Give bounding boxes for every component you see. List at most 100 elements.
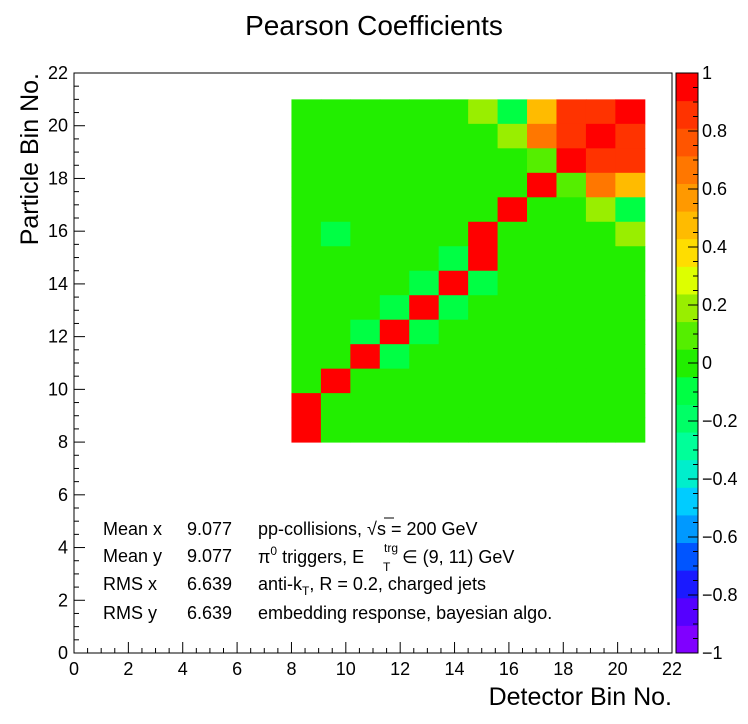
heatmap-cell	[438, 344, 469, 370]
x-tick-label: 20	[608, 659, 628, 679]
stat-value: 9.077	[187, 519, 232, 539]
heatmap-cell	[438, 270, 469, 296]
heatmap-cell	[438, 148, 469, 174]
y-axis: 0 2 4 6 8 10 12 14 16 18 20 22	[48, 63, 85, 663]
heatmap-cell	[379, 123, 410, 149]
color-scale-swatch	[676, 376, 698, 405]
heatmap-cell	[527, 393, 557, 419]
heatmap-cell	[497, 99, 528, 125]
heatmap-cell	[350, 417, 381, 443]
stat-label: RMS x	[103, 574, 157, 594]
annotation-line-embedding: embedding response, bayesian algo.	[258, 603, 552, 623]
heatmap-cell	[527, 123, 557, 149]
heatmap-cell	[438, 172, 469, 198]
z-tick-label: −0.2	[702, 411, 738, 431]
heatmap-cell	[556, 417, 587, 443]
heatmap-cell	[438, 99, 469, 125]
y-tick-label: 22	[48, 63, 68, 83]
annotation-t-subscript: T	[383, 560, 391, 574]
heatmap-cell	[615, 221, 646, 247]
stat-label: RMS y	[103, 603, 157, 623]
heatmap-cell	[527, 270, 557, 296]
heatmap-cell	[527, 197, 557, 223]
heatmap-cell	[585, 319, 616, 345]
heatmap-cell	[379, 148, 410, 174]
heatmap-cell	[527, 246, 557, 272]
color-scale-swatch	[676, 155, 698, 184]
color-scale-swatch	[676, 211, 698, 240]
heatmap-cell	[615, 148, 646, 174]
annotation-line-jets: anti-kT, R = 0.2, charged jets	[258, 574, 486, 598]
color-scale-axis: 1 0.8 0.6 0.4 0.2 0 −0.2 −0.4 −0.6 −0.8 −1	[688, 63, 738, 663]
y-tick-label: 8	[58, 432, 68, 452]
heatmap-cell	[379, 295, 410, 321]
heatmap-cell	[320, 246, 351, 272]
heatmap-cell	[291, 246, 322, 272]
heatmap-cell	[409, 270, 440, 296]
heatmap-cell	[497, 246, 528, 272]
heatmap-cell	[320, 148, 351, 174]
heatmap-cell	[615, 319, 646, 345]
heatmap-cell	[350, 197, 381, 223]
heatmap-cell	[350, 246, 381, 272]
heatmap-cell	[409, 99, 440, 125]
heatmap-cell	[438, 246, 469, 272]
heatmap-cell	[291, 123, 322, 149]
heatmap-cell	[320, 368, 351, 394]
heatmap-cell	[350, 344, 381, 370]
heatmap-cell	[409, 148, 440, 174]
y-tick-label: 10	[48, 379, 68, 399]
z-tick-label: 0.6	[702, 179, 727, 199]
heatmap-cell	[615, 295, 646, 321]
stat-label: Mean y	[103, 546, 162, 566]
heatmap-cell	[585, 270, 616, 296]
heatmap-cell	[350, 270, 381, 296]
heatmap-cell	[585, 123, 616, 149]
color-scale-swatch	[676, 266, 698, 295]
y-tick-label: 0	[58, 643, 68, 663]
heatmap-cell	[379, 393, 410, 419]
heatmap-cell	[527, 344, 557, 370]
heatmap-cell	[497, 295, 528, 321]
z-tick-label: 0.4	[702, 237, 727, 257]
color-scale-swatch	[676, 597, 698, 626]
heatmap-cell	[585, 344, 616, 370]
heatmap-cell	[527, 99, 557, 125]
heatmap-cell	[556, 319, 587, 345]
heatmap-cell	[350, 368, 381, 394]
color-scale-swatch	[676, 73, 698, 102]
heatmap-cell	[585, 197, 616, 223]
heatmap-cell	[615, 270, 646, 296]
heatmap-cell	[468, 99, 499, 125]
heatmap-cell	[438, 123, 469, 149]
heatmap-cell	[379, 344, 410, 370]
heatmap-cell	[497, 417, 528, 443]
heatmap-cell	[497, 221, 528, 247]
color-scale-swatch	[676, 404, 698, 433]
color-scale-swatch	[676, 514, 698, 544]
heatmap-cell	[379, 319, 410, 345]
heatmap-cell	[468, 148, 499, 174]
heatmap-cell	[379, 99, 410, 125]
heatmap-cell	[320, 319, 351, 345]
heatmap-cell	[585, 393, 616, 419]
heatmap-cell	[556, 368, 587, 394]
heatmap-cell	[497, 344, 528, 370]
x-tick-label: 22	[662, 659, 682, 679]
color-scale-swatch	[676, 349, 698, 378]
color-scale-swatch	[676, 128, 698, 157]
annotation-trg-superscript: trg	[384, 541, 398, 555]
heatmap-cell	[527, 221, 557, 247]
heatmap-cell	[527, 319, 557, 345]
heatmap-cell	[291, 270, 322, 296]
x-axis: 0 2 4 6 8 10 12 14 16 18 20 22	[69, 642, 682, 679]
color-scale-swatch	[676, 487, 698, 516]
heatmap-cell	[615, 99, 646, 125]
heatmap-cell	[585, 148, 616, 174]
x-tick-label: 0	[69, 659, 79, 679]
heatmap-cell	[615, 417, 646, 443]
x-tick-label: 4	[178, 659, 188, 679]
heatmap-cell	[615, 123, 646, 149]
heatmap-cell	[468, 393, 499, 419]
heatmap-cell	[527, 295, 557, 321]
